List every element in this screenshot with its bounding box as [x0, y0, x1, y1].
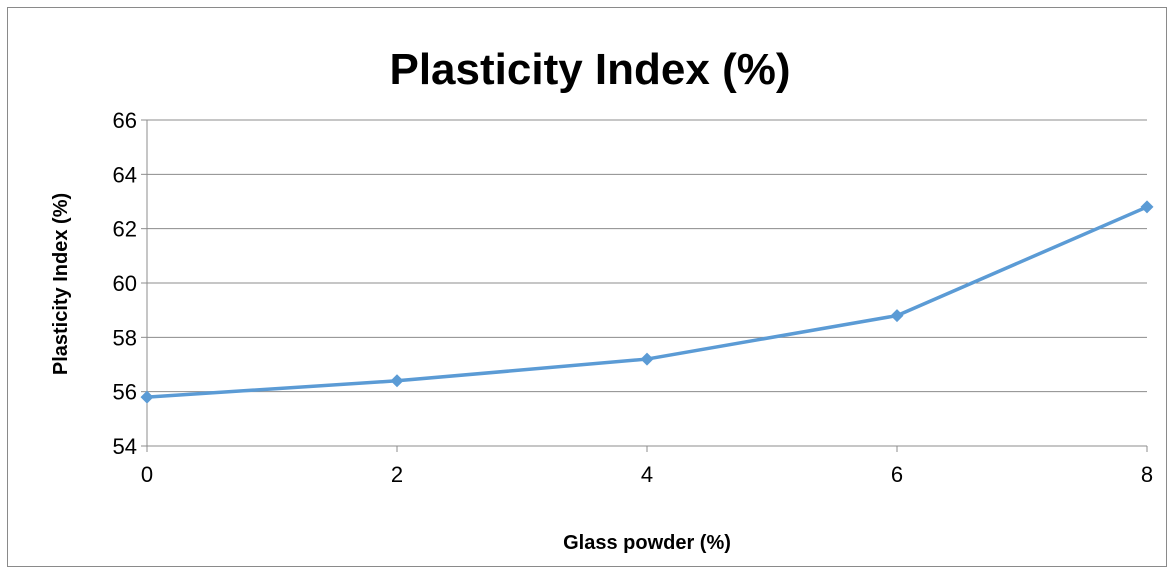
- gridlines: [147, 119, 1147, 393]
- chart-frame: [7, 7, 1167, 567]
- y-tick-label: 64: [113, 162, 137, 187]
- x-axis-title: Glass powder (%): [563, 532, 731, 554]
- data-point-marker: [390, 374, 404, 388]
- data-point-marker: [1140, 200, 1154, 214]
- y-tick-label: 56: [113, 380, 137, 405]
- data-point-marker: [890, 309, 904, 323]
- y-tick-labels: 54 56 58 60 62 64 66: [113, 108, 137, 459]
- series-line: [146, 205, 1148, 399]
- y-tick-label: 66: [113, 108, 137, 133]
- x-tick-labels: 0 2 4 6 8: [141, 462, 1153, 487]
- y-tick-label: 54: [113, 434, 137, 459]
- series-group: [140, 200, 1154, 404]
- y-tick-label: 62: [113, 217, 137, 242]
- x-tick-label: 4: [641, 462, 653, 487]
- y-tick-label: 58: [113, 325, 137, 350]
- chart-title: Plasticity Index (%): [389, 45, 790, 94]
- y-axis-title: Plasticity Index (%): [50, 193, 72, 375]
- x-tick-label: 0: [141, 462, 153, 487]
- x-tick-label: 8: [1141, 462, 1153, 487]
- x-tick-label: 6: [891, 462, 903, 487]
- y-tick-label: 60: [113, 271, 137, 296]
- data-point-marker: [140, 390, 154, 404]
- x-tick-label: 2: [391, 462, 403, 487]
- axes: [141, 119, 1148, 452]
- data-point-marker: [640, 352, 654, 366]
